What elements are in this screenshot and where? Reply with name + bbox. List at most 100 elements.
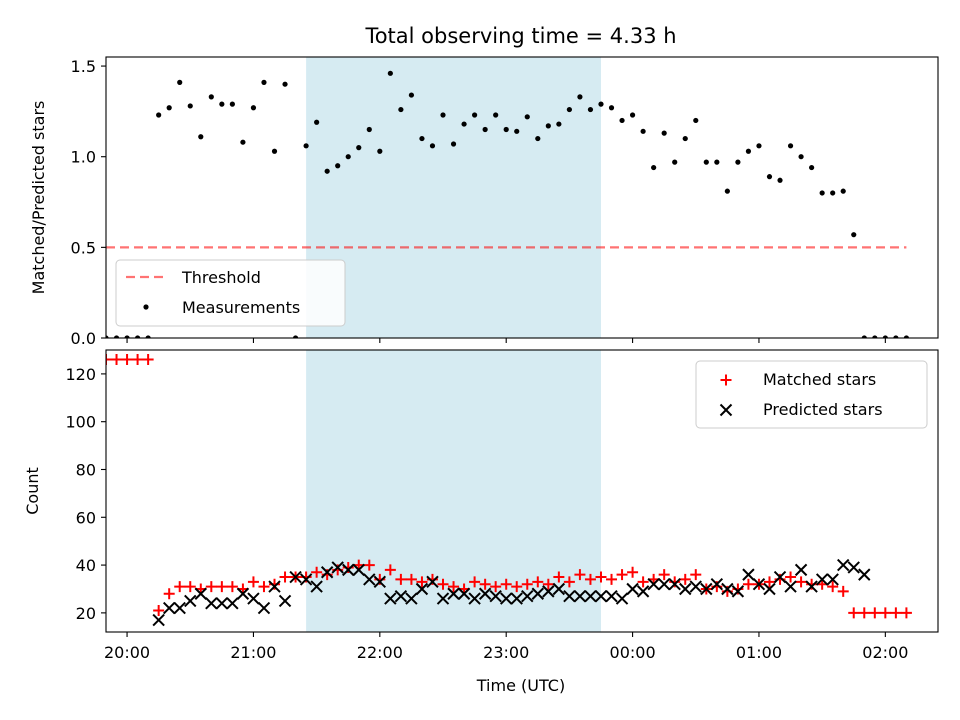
measurement-point (766, 174, 773, 180)
matched-star-point (448, 581, 460, 593)
plot-frame (105, 349, 939, 633)
measurement-point (830, 190, 836, 196)
matched-star-point (532, 576, 544, 588)
predicted-star-point (752, 577, 766, 591)
predicted-star-point (731, 585, 745, 598)
predicted-star-point (615, 592, 629, 605)
legend-predicted-label: Predicted stars (763, 400, 883, 419)
predicted-star-point (363, 573, 376, 586)
matched-star-point (837, 585, 849, 597)
matched-star-point (106, 354, 112, 366)
measurement-point (429, 143, 436, 149)
measurement-point (556, 121, 562, 127)
matched-star-point (742, 578, 754, 590)
measurement-point (345, 154, 351, 160)
measurement-point (524, 114, 530, 120)
measurement-point (535, 135, 541, 142)
legend-threshold-label: Threshold (181, 268, 261, 287)
measurement-point (440, 112, 446, 118)
predicted-star-point (563, 589, 576, 603)
predicted-star-point (342, 563, 355, 577)
matched-star-point (521, 578, 533, 590)
measurement-point (640, 128, 646, 134)
x-tick-label: 21:00 (230, 643, 276, 662)
matched-star-point (785, 571, 797, 583)
measurement-point (187, 103, 193, 109)
predicted-star-point (194, 587, 207, 600)
y-tick-label: 20 (76, 604, 96, 623)
predicted-star-point (426, 575, 439, 589)
matched-star-point (111, 354, 123, 366)
predicted-star-point (320, 566, 334, 579)
matched-star-point (469, 576, 481, 588)
measurement-point (777, 177, 783, 183)
measurement-point (693, 117, 699, 124)
matched-star-point (848, 607, 860, 619)
measurement-point (861, 335, 867, 338)
matched-star-point (121, 354, 133, 366)
matched-star-point (132, 354, 144, 366)
predicted-star-point (689, 580, 702, 593)
predicted-star-point (668, 577, 681, 591)
measurement-point (419, 135, 425, 142)
measurement-point (514, 128, 520, 134)
measurement-point (145, 335, 151, 338)
predicted-star-point (215, 597, 229, 610)
matched-star-point (174, 581, 186, 593)
matched-star-point (279, 571, 291, 583)
predicted-star-point (594, 589, 608, 603)
measurement-point (724, 188, 730, 194)
matched-star-point (890, 607, 902, 619)
matched-star-point (658, 569, 670, 581)
predicted-star-point (805, 580, 818, 593)
matched-star-point (500, 578, 512, 590)
data-layer (106, 354, 912, 627)
top-panel: 0.0 0.5 1.0 1.5 Matched/Predicted stars Thres… (29, 56, 939, 348)
matched-star-point (900, 607, 912, 619)
measurement-point (450, 141, 457, 147)
predicted-star-point (152, 613, 165, 627)
matched-star-point (226, 581, 238, 593)
measurement-point (903, 335, 910, 338)
y-tick-label: 1.5 (71, 57, 96, 76)
measurement-point (545, 123, 551, 129)
measurement-point (106, 335, 109, 338)
x-tick-label: 01:00 (736, 643, 782, 662)
matched-star-point (163, 588, 175, 600)
predicted-star-point (352, 563, 365, 577)
matched-star-point (627, 566, 639, 578)
predicted-star-point (626, 582, 639, 596)
measurement-point (893, 335, 899, 338)
matched-star-point (247, 576, 259, 588)
measurement-point (503, 126, 509, 133)
measurement-point (198, 134, 204, 140)
bottom-panel: 20 40 60 80 100 120 20:00 21:00 22:00 23:00 00:00 0… (23, 349, 939, 695)
predicted-star-point (636, 585, 650, 598)
x-tick-label: 02:00 (862, 643, 908, 662)
matched-star-point (363, 559, 375, 571)
predicted-star-point (510, 592, 523, 605)
predicted-star-point (531, 587, 545, 600)
measurement-point (124, 335, 130, 338)
measurement-point (282, 81, 288, 87)
y-tick-label: 100 (65, 413, 96, 432)
x-tick-label: 20:00 (104, 643, 150, 662)
legend-matched-swatch (720, 374, 732, 386)
measurement-point (714, 159, 720, 165)
matched-star-point (153, 604, 165, 616)
predicted-star-point (468, 592, 481, 605)
matched-star-point (142, 354, 154, 366)
predicted-star-point (268, 580, 281, 593)
measurement-point (619, 117, 625, 124)
y-tick-label: 40 (76, 556, 96, 575)
predicted-star-point (647, 577, 660, 591)
matched-star-point (205, 581, 217, 593)
matched-star-point (606, 573, 618, 585)
predicted-star-point (415, 582, 429, 596)
predicted-star-point (794, 563, 808, 577)
measurement-point (208, 94, 214, 100)
predicted-star-point (457, 587, 471, 600)
measurement-point (292, 335, 299, 338)
matched-star-point (690, 569, 702, 581)
